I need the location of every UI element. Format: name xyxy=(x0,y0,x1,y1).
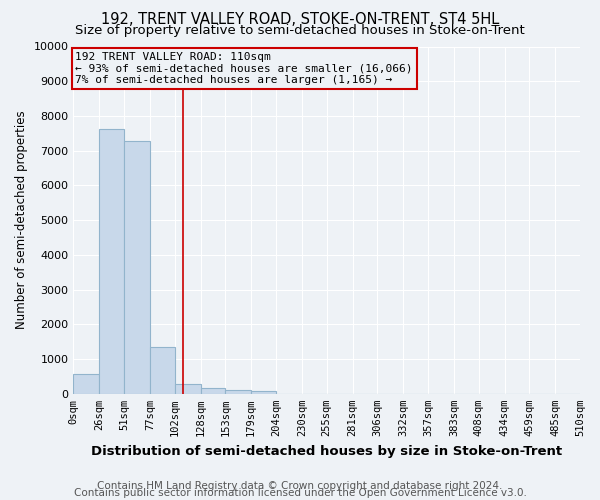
Text: 192, TRENT VALLEY ROAD, STOKE-ON-TRENT, ST4 5HL: 192, TRENT VALLEY ROAD, STOKE-ON-TRENT, … xyxy=(101,12,499,28)
Bar xyxy=(124,141,150,394)
X-axis label: Distribution of semi-detached houses by size in Stoke-on-Trent: Distribution of semi-detached houses by … xyxy=(91,444,562,458)
Text: 192 TRENT VALLEY ROAD: 110sqm
← 93% of semi-detached houses are smaller (16,066): 192 TRENT VALLEY ROAD: 110sqm ← 93% of s… xyxy=(76,52,413,85)
Bar xyxy=(226,390,251,394)
Text: Size of property relative to semi-detached houses in Stoke-on-Trent: Size of property relative to semi-detach… xyxy=(75,24,525,37)
Text: Contains HM Land Registry data © Crown copyright and database right 2024.: Contains HM Land Registry data © Crown c… xyxy=(97,481,503,491)
Bar xyxy=(175,384,200,394)
Y-axis label: Number of semi-detached properties: Number of semi-detached properties xyxy=(15,111,28,330)
Text: Contains public sector information licensed under the Open Government Licence v3: Contains public sector information licen… xyxy=(74,488,526,498)
Bar xyxy=(150,346,175,394)
Bar xyxy=(99,129,124,394)
Bar xyxy=(73,374,99,394)
Bar xyxy=(251,390,276,394)
Bar xyxy=(200,388,226,394)
